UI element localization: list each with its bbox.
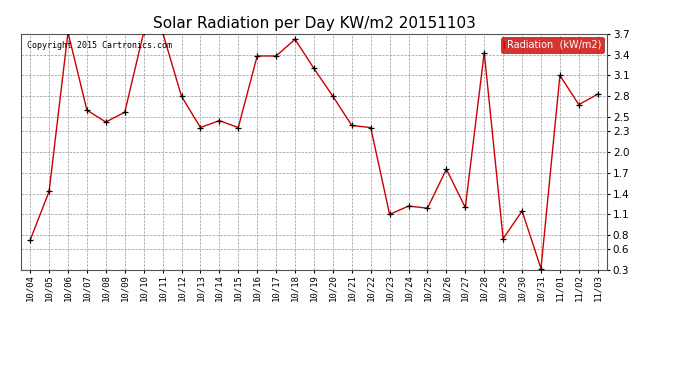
Title: Solar Radiation per Day KW/m2 20151103: Solar Radiation per Day KW/m2 20151103 bbox=[152, 16, 475, 31]
Text: Copyright 2015 Cartronics.com: Copyright 2015 Cartronics.com bbox=[26, 41, 172, 50]
Legend: Radiation  (kW/m2): Radiation (kW/m2) bbox=[501, 37, 604, 52]
